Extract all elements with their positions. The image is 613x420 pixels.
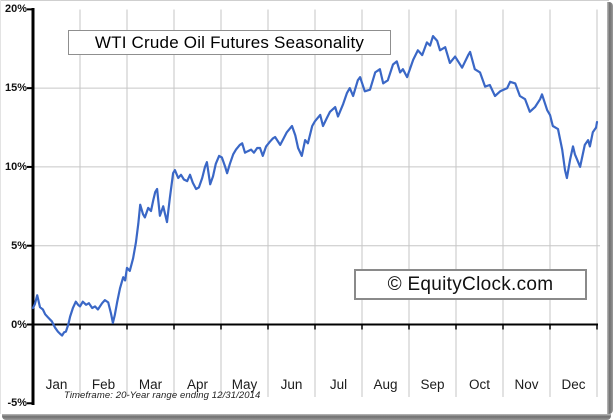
x-axis-label: Apr bbox=[186, 377, 208, 392]
y-axis-label: -5% bbox=[7, 397, 27, 410]
x-axis-label: May bbox=[231, 377, 258, 392]
y-axis-label: 0% bbox=[11, 318, 27, 331]
y-axis-label: 20% bbox=[4, 3, 27, 16]
x-axis-label: Mar bbox=[138, 377, 163, 392]
x-axis-label: Jun bbox=[280, 377, 303, 392]
x-axis-label: Oct bbox=[468, 377, 490, 392]
y-axis-label: 10% bbox=[4, 160, 27, 173]
image-border-top bbox=[0, 0, 609, 1]
equityclock-watermark-box: © EquityClock.com bbox=[354, 269, 587, 300]
image-shadow-bottom bbox=[2, 414, 611, 420]
x-axis-label: Nov bbox=[514, 377, 539, 392]
x-axis-label: Sep bbox=[420, 377, 445, 392]
x-axis-label: Aug bbox=[373, 377, 398, 392]
timeframe-footnote: Timeframe: 20-Year range ending 12/31/20… bbox=[64, 390, 261, 401]
image-shadow-right bbox=[607, 2, 613, 414]
seasonality-line bbox=[31, 34, 599, 337]
y-axis-label: 5% bbox=[11, 239, 27, 252]
x-axis-label: Jan bbox=[45, 377, 68, 392]
y-axis-label: 15% bbox=[4, 82, 27, 95]
chart-title-box: WTI Crude Oil Futures Seasonality bbox=[68, 30, 391, 55]
equityclock-watermark: © EquityClock.com bbox=[387, 273, 554, 295]
x-axis-label: Jul bbox=[329, 377, 348, 392]
x-axis-label: Feb bbox=[91, 377, 116, 392]
chart-title: WTI Crude Oil Futures Seasonality bbox=[94, 32, 365, 52]
x-axis-label: Dec bbox=[561, 377, 586, 392]
image-border-left bbox=[0, 0, 1, 414]
